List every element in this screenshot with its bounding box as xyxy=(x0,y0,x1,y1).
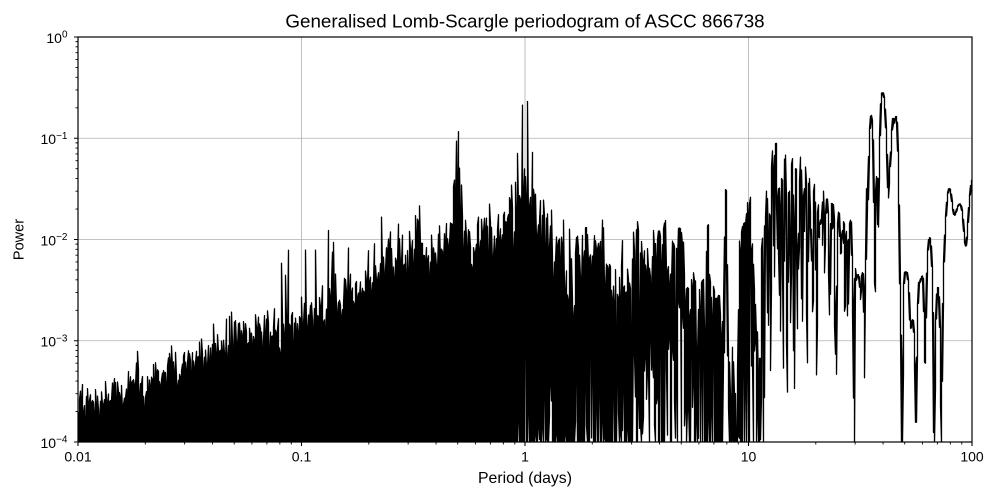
svg-text:0.1: 0.1 xyxy=(292,449,312,465)
svg-text:10: 10 xyxy=(741,449,757,465)
svg-text:Generalised Lomb-Scargle perio: Generalised Lomb-Scargle periodogram of … xyxy=(285,10,764,31)
svg-text:1: 1 xyxy=(521,449,529,465)
svg-text:Period (days): Period (days) xyxy=(478,470,572,487)
svg-text:100: 100 xyxy=(960,449,984,465)
svg-text:Power: Power xyxy=(12,219,28,260)
svg-text:0.01: 0.01 xyxy=(64,449,91,465)
